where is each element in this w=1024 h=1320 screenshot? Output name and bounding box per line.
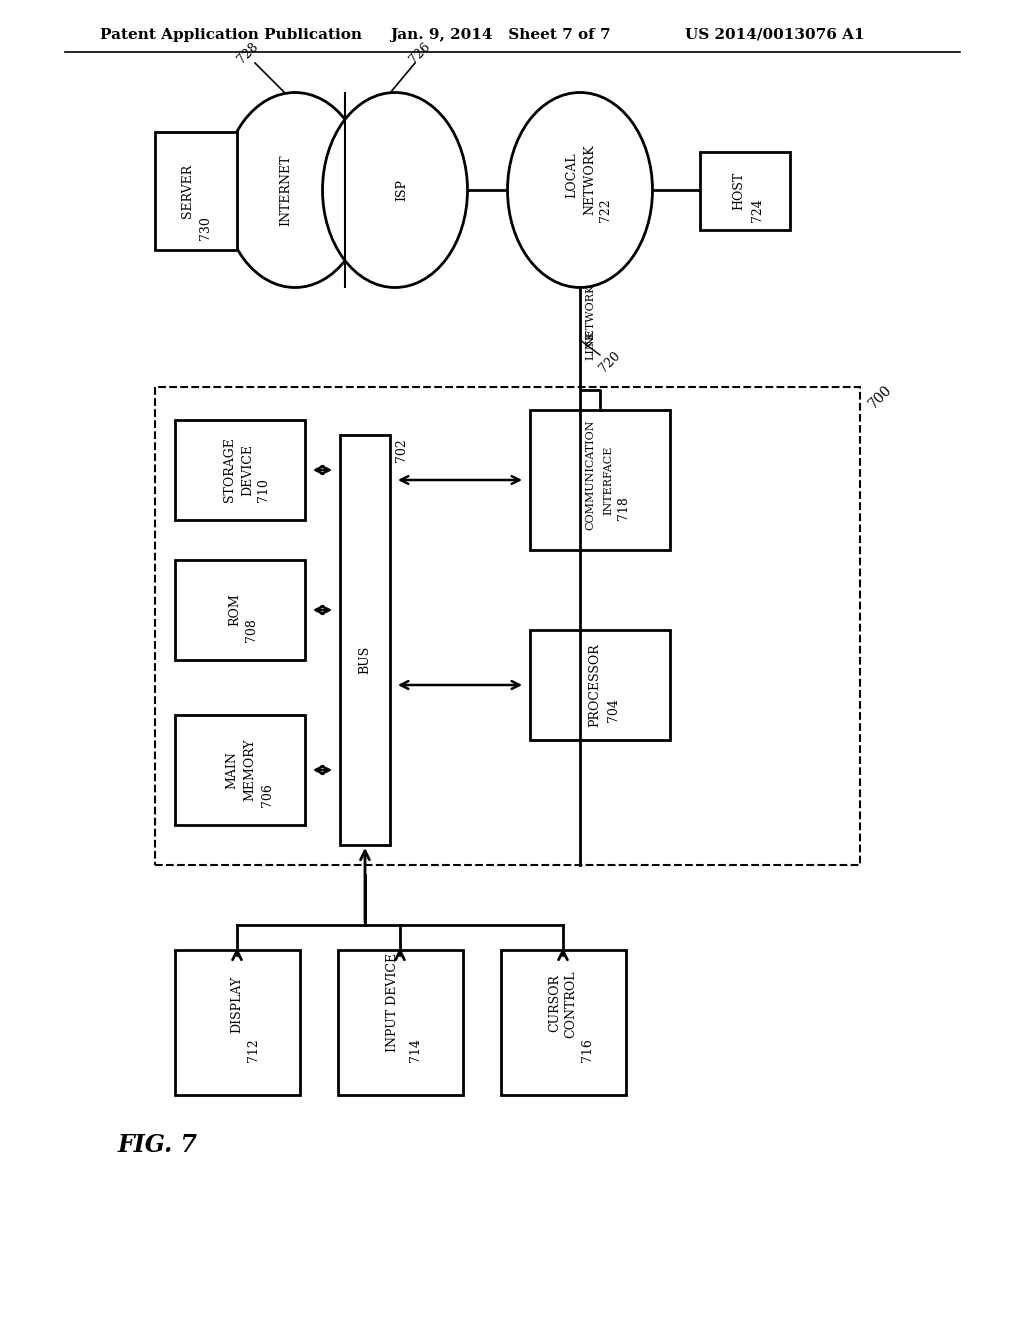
Text: 712: 712 bbox=[247, 1039, 259, 1063]
Ellipse shape bbox=[323, 92, 468, 288]
Text: 704: 704 bbox=[607, 698, 621, 722]
Text: NETWORK: NETWORK bbox=[585, 284, 595, 346]
Text: LOCAL: LOCAL bbox=[565, 152, 579, 198]
Text: DEVICE: DEVICE bbox=[242, 444, 255, 496]
Text: 728: 728 bbox=[234, 40, 261, 66]
Bar bbox=[155, 387, 860, 865]
Text: 726: 726 bbox=[407, 40, 433, 66]
Bar bbox=[175, 715, 305, 825]
Text: COMMUNICATION: COMMUNICATION bbox=[585, 420, 595, 531]
Ellipse shape bbox=[222, 92, 368, 288]
Text: CONTROL: CONTROL bbox=[564, 970, 578, 1039]
Text: US 2014/0013076 A1: US 2014/0013076 A1 bbox=[685, 28, 864, 42]
Text: 702: 702 bbox=[395, 438, 409, 462]
Text: 716: 716 bbox=[581, 1039, 594, 1063]
Bar bbox=[174, 950, 299, 1096]
Text: 724: 724 bbox=[751, 198, 764, 222]
Text: Patent Application Publication: Patent Application Publication bbox=[100, 28, 362, 42]
Bar bbox=[155, 132, 237, 249]
Text: 706: 706 bbox=[261, 783, 274, 807]
Text: STORAGE: STORAGE bbox=[223, 437, 237, 503]
Text: 730: 730 bbox=[200, 216, 213, 240]
Text: INPUT DEVICE: INPUT DEVICE bbox=[385, 953, 398, 1052]
Text: INTERFACE: INTERFACE bbox=[603, 445, 613, 515]
Bar bbox=[530, 630, 670, 741]
Text: MAIN: MAIN bbox=[225, 751, 239, 789]
Bar bbox=[175, 560, 305, 660]
Text: 710: 710 bbox=[257, 478, 270, 502]
Text: 718: 718 bbox=[617, 496, 631, 520]
Text: 720: 720 bbox=[597, 348, 623, 375]
Text: 722: 722 bbox=[599, 198, 612, 222]
Text: INTERNET: INTERNET bbox=[280, 154, 293, 226]
Text: ROM: ROM bbox=[228, 594, 242, 627]
Text: SERVER: SERVER bbox=[181, 164, 195, 218]
Bar bbox=[530, 411, 670, 550]
Bar bbox=[338, 950, 463, 1096]
Text: LINK: LINK bbox=[585, 330, 595, 360]
Text: BUS: BUS bbox=[358, 645, 372, 675]
Text: FIG. 7: FIG. 7 bbox=[118, 1133, 198, 1158]
Text: CURSOR: CURSOR bbox=[549, 974, 561, 1031]
Text: 708: 708 bbox=[246, 618, 258, 642]
Bar bbox=[501, 950, 626, 1096]
Text: 714: 714 bbox=[410, 1039, 423, 1063]
Text: PROCESSOR: PROCESSOR bbox=[589, 643, 601, 727]
Text: Jan. 9, 2014   Sheet 7 of 7: Jan. 9, 2014 Sheet 7 of 7 bbox=[390, 28, 610, 42]
Text: NETWORK: NETWORK bbox=[584, 145, 597, 215]
Bar bbox=[340, 436, 390, 845]
Ellipse shape bbox=[508, 92, 652, 288]
Text: DISPLAY: DISPLAY bbox=[230, 975, 244, 1034]
Text: ISP: ISP bbox=[395, 180, 409, 201]
Bar bbox=[175, 420, 305, 520]
Text: HOST: HOST bbox=[732, 172, 745, 210]
Bar bbox=[700, 152, 790, 230]
Text: 700: 700 bbox=[865, 383, 894, 412]
Text: MEMORY: MEMORY bbox=[244, 739, 256, 801]
